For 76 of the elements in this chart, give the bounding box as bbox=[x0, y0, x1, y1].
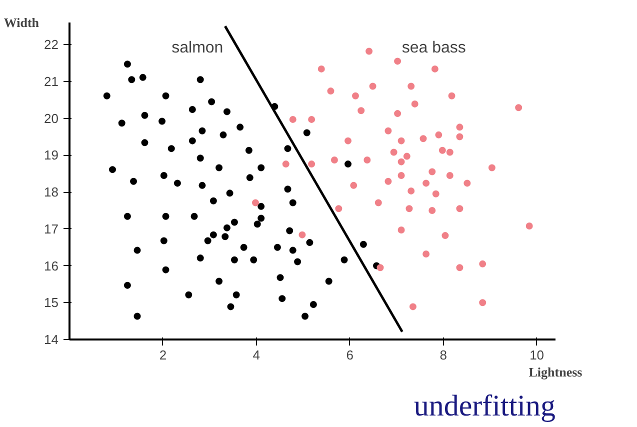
point bbox=[252, 199, 259, 206]
point bbox=[428, 206, 436, 214]
point bbox=[428, 168, 436, 176]
point bbox=[515, 104, 522, 112]
point bbox=[344, 137, 352, 144]
point bbox=[479, 260, 486, 268]
point bbox=[308, 116, 316, 123]
point bbox=[406, 205, 413, 212]
point bbox=[394, 110, 402, 118]
point bbox=[376, 264, 384, 272]
point bbox=[446, 172, 454, 179]
point bbox=[330, 156, 338, 164]
y-tick-label: 22 bbox=[44, 37, 59, 52]
point bbox=[289, 116, 296, 123]
point bbox=[327, 88, 334, 95]
point bbox=[456, 124, 464, 131]
point bbox=[369, 82, 376, 90]
point bbox=[435, 131, 442, 138]
point bbox=[488, 164, 496, 172]
point bbox=[350, 182, 358, 189]
point bbox=[352, 92, 359, 100]
y-tick-label: 18 bbox=[44, 184, 59, 200]
point bbox=[432, 190, 440, 198]
point bbox=[308, 160, 316, 168]
point bbox=[408, 187, 415, 194]
point bbox=[442, 232, 449, 240]
point bbox=[411, 100, 418, 108]
y-tick-label: 14 bbox=[44, 332, 59, 347]
point bbox=[403, 152, 410, 160]
y-tick-label: 16 bbox=[44, 258, 59, 274]
point bbox=[390, 148, 398, 156]
point bbox=[526, 222, 533, 230]
point bbox=[335, 205, 342, 212]
point bbox=[479, 299, 486, 306]
point bbox=[398, 226, 405, 234]
y-tick-label: 19 bbox=[44, 148, 59, 163]
point bbox=[398, 137, 405, 144]
y-tick-label: 20 bbox=[44, 110, 59, 126]
point bbox=[420, 135, 427, 142]
point bbox=[384, 178, 392, 185]
point bbox=[448, 92, 456, 100]
point bbox=[282, 160, 290, 168]
point bbox=[456, 205, 464, 212]
x-tick-label: 2 bbox=[159, 348, 167, 362]
point bbox=[394, 58, 402, 65]
point bbox=[398, 158, 405, 166]
point bbox=[298, 231, 306, 238]
point bbox=[438, 146, 446, 154]
x-tick-label: 4 bbox=[252, 348, 260, 362]
point bbox=[364, 156, 371, 164]
point bbox=[409, 303, 416, 310]
point bbox=[446, 148, 454, 156]
x-axis-title: Lightness bbox=[528, 364, 582, 380]
series-label: salmon bbox=[172, 40, 224, 56]
series-label: sea bass bbox=[402, 40, 466, 56]
x-tick-label: 10 bbox=[530, 348, 544, 362]
y-tick-label: 21 bbox=[44, 74, 59, 89]
point bbox=[456, 264, 464, 272]
point bbox=[408, 82, 415, 90]
point bbox=[464, 180, 471, 187]
y-tick-label: 15 bbox=[44, 295, 59, 310]
point bbox=[374, 199, 382, 206]
point bbox=[398, 172, 405, 179]
x-tick-label: 6 bbox=[346, 348, 354, 362]
y-tick-label: 17 bbox=[44, 221, 59, 236]
point bbox=[431, 65, 438, 72]
y-axis-title: Width bbox=[4, 15, 40, 30]
point bbox=[366, 48, 373, 55]
x-tick-label: 8 bbox=[440, 348, 447, 362]
point bbox=[422, 180, 430, 187]
point bbox=[358, 107, 365, 114]
text: underfitting bbox=[414, 390, 556, 422]
point bbox=[318, 65, 325, 72]
point bbox=[384, 127, 392, 134]
point bbox=[456, 133, 464, 140]
point bbox=[422, 250, 430, 258]
